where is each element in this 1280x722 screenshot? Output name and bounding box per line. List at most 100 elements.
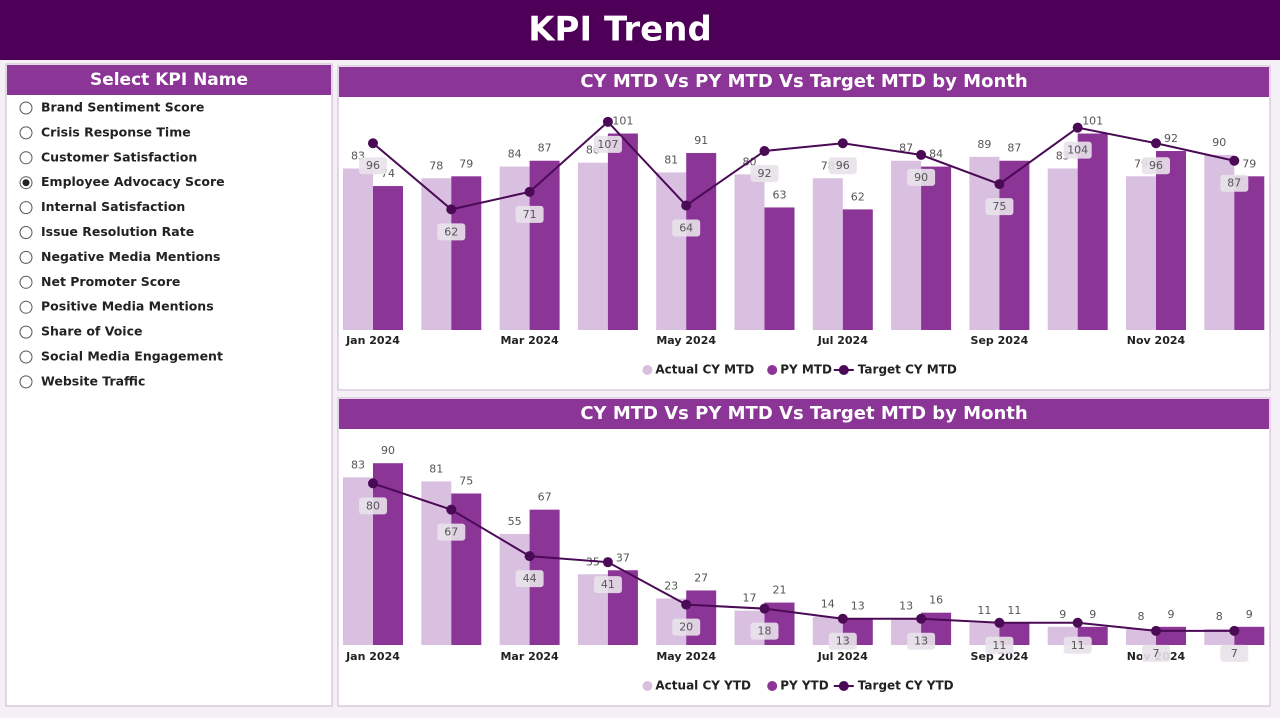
radio-button[interactable] xyxy=(19,325,33,339)
data-label: 14 xyxy=(821,598,835,611)
line-point xyxy=(524,186,535,197)
line-point xyxy=(1229,625,1240,636)
bar xyxy=(1234,176,1265,330)
option-label[interactable]: Social Media Engagement xyxy=(41,349,223,364)
slicer-option[interactable]: Positive Media Mentions xyxy=(19,299,214,314)
option-label[interactable]: Website Traffic xyxy=(41,373,145,388)
slicer-option[interactable]: Crisis Response Time xyxy=(19,124,191,140)
option-label[interactable]: Brand Sentiment Score xyxy=(41,100,204,115)
legend: Actual CY MTD PY MTD Target CY MTD xyxy=(642,363,957,377)
bar xyxy=(1126,176,1156,330)
data-label: 8 xyxy=(1138,610,1145,623)
slicer-option[interactable]: Customer Satisfaction xyxy=(19,149,197,165)
bar xyxy=(1234,626,1265,645)
radio-button[interactable] xyxy=(19,101,33,115)
radio-button[interactable] xyxy=(19,350,33,364)
option-label[interactable]: Customer Satisfaction xyxy=(41,149,197,164)
data-label-box xyxy=(437,223,466,241)
line-point xyxy=(759,603,770,614)
header-bar xyxy=(0,0,1280,60)
slicer-option[interactable]: Net Promoter Score xyxy=(19,274,180,289)
data-label: 92 xyxy=(1164,132,1178,145)
line-point xyxy=(368,478,378,489)
option-label[interactable]: Crisis Response Time xyxy=(41,124,191,139)
line-point xyxy=(994,617,1005,628)
radio-button[interactable] xyxy=(19,226,33,239)
bar xyxy=(734,174,765,330)
radio-button[interactable] xyxy=(19,250,33,264)
line-point xyxy=(681,200,692,211)
data-label: 20 xyxy=(679,621,693,634)
option-label[interactable]: Issue Resolution Rate xyxy=(41,224,194,239)
option-label[interactable]: Share of Voice xyxy=(41,324,142,339)
data-label: 91 xyxy=(694,134,708,147)
data-label-box xyxy=(1142,644,1170,662)
bar xyxy=(451,176,482,330)
line-point xyxy=(916,149,927,160)
data-label: 75 xyxy=(992,200,1006,213)
legend-label: Target CY MTD xyxy=(858,363,957,377)
page-title: KPI Trend xyxy=(528,10,712,50)
data-label: 80 xyxy=(366,499,380,512)
line-point xyxy=(602,116,613,127)
data-label: 8 xyxy=(1216,610,1223,623)
radio-button[interactable] xyxy=(19,375,33,389)
data-label: 9 xyxy=(1059,608,1066,621)
data-label-box xyxy=(907,168,936,186)
radio-button[interactable] xyxy=(19,300,33,314)
slicer-option[interactable]: Social Media Engagement xyxy=(19,349,223,364)
line-point xyxy=(1229,155,1240,166)
option-label[interactable]: Employee Advocacy Score xyxy=(41,174,225,189)
option-label[interactable]: Net Promoter Score xyxy=(41,274,180,289)
x-tick-label: Jan 2024 xyxy=(345,650,400,663)
bar xyxy=(421,178,452,330)
data-label-box xyxy=(828,632,857,650)
slicer-option[interactable]: Employee Advocacy Score xyxy=(19,174,225,190)
legend-label: PY YTD xyxy=(780,679,829,693)
bar xyxy=(1077,133,1108,330)
data-label-box xyxy=(1220,644,1249,662)
option-label[interactable]: Negative Media Mentions xyxy=(41,249,221,264)
chart-title: CY MTD Vs PY MTD Vs Target MTD by Month xyxy=(580,71,1027,92)
legend-marker xyxy=(767,365,778,375)
bar xyxy=(343,168,373,330)
slicer-option[interactable]: Issue Resolution Rate xyxy=(19,224,194,239)
bar xyxy=(921,166,952,330)
slicer-option[interactable]: Website Traffic xyxy=(19,373,145,389)
slicer-option[interactable]: Internal Satisfaction xyxy=(19,199,185,215)
data-label: 96 xyxy=(366,159,380,172)
bar xyxy=(451,493,482,645)
data-label: 64 xyxy=(679,221,693,234)
data-label: 78 xyxy=(429,159,443,172)
radio-dot xyxy=(22,179,30,187)
slicer-option[interactable]: Share of Voice xyxy=(19,324,142,339)
data-label: 89 xyxy=(977,138,991,151)
data-label: 81 xyxy=(664,153,678,166)
data-label-box xyxy=(985,198,1014,216)
line-point xyxy=(1072,122,1083,133)
slicer-option[interactable]: Negative Media Mentions xyxy=(19,249,221,264)
line-point xyxy=(602,557,613,568)
line-point xyxy=(1151,625,1161,636)
radio-button[interactable] xyxy=(19,126,33,140)
data-label: 67 xyxy=(444,526,458,539)
line-point xyxy=(446,504,457,515)
radio-button[interactable] xyxy=(19,275,33,289)
option-label[interactable]: Positive Media Mentions xyxy=(41,299,214,314)
data-label: 37 xyxy=(616,551,630,564)
data-label: 101 xyxy=(612,115,633,128)
slicer-option[interactable]: Brand Sentiment Score xyxy=(19,100,204,115)
slicer-panel xyxy=(5,63,333,707)
data-label-box xyxy=(1063,141,1092,159)
legend-label: PY MTD xyxy=(780,363,832,377)
x-tick-label: Mar 2024 xyxy=(500,334,559,347)
bar xyxy=(577,162,608,330)
radio-button[interactable] xyxy=(19,151,33,165)
data-label: 90 xyxy=(914,171,928,184)
data-label: 107 xyxy=(597,138,618,151)
data-label-box xyxy=(593,135,622,153)
radio-button[interactable] xyxy=(19,201,33,215)
legend-marker xyxy=(642,681,653,691)
data-label: 21 xyxy=(773,584,787,597)
option-label[interactable]: Internal Satisfaction xyxy=(41,199,185,214)
